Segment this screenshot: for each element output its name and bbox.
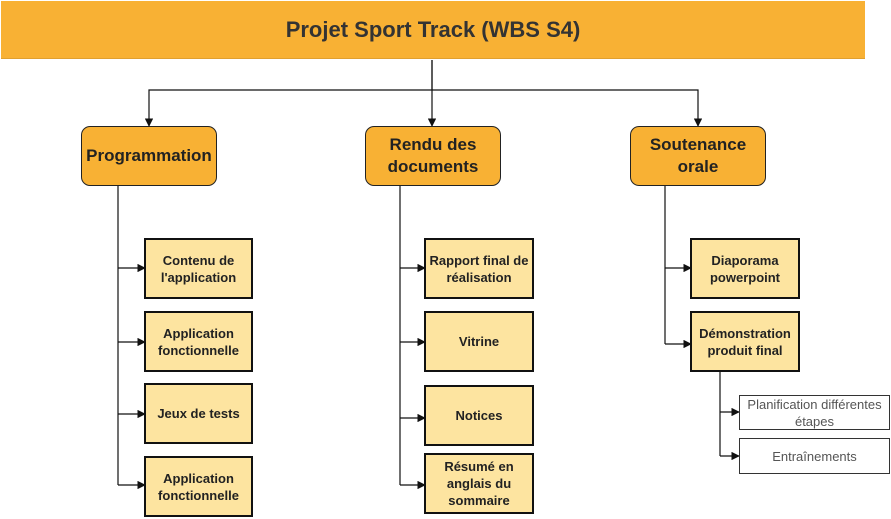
node-rendu-des-documents: Rendu des documents <box>365 126 501 186</box>
node-planification: Planification différentes étapes <box>739 395 890 430</box>
node-application-fonctionnelle-2: Application fonctionnelle <box>144 456 253 517</box>
node-programmation: Programmation <box>81 126 217 186</box>
node-demonstration: Démonstration produit final <box>690 311 800 372</box>
node-soutenance-orale: Soutenance orale <box>630 126 766 186</box>
connector-root-soutenance <box>432 89 703 127</box>
node-application-fonctionnelle: Application fonctionnelle <box>144 311 253 372</box>
node-entrainements: Entraînements <box>739 438 890 474</box>
node-resume-anglais: Résumé en anglais du sommaire <box>424 453 534 514</box>
diagram-title: Projet Sport Track (WBS S4) <box>1 1 865 59</box>
node-notices: Notices <box>424 385 534 446</box>
node-contenu-application: Contenu de l'application <box>144 238 253 299</box>
connector-root-programmation <box>144 60 433 127</box>
node-rapport-final: Rapport final de réalisation <box>424 238 534 299</box>
node-jeux-de-tests: Jeux de tests <box>144 383 253 444</box>
node-diaporama: Diaporama powerpoint <box>690 238 800 299</box>
node-vitrine: Vitrine <box>424 311 534 372</box>
